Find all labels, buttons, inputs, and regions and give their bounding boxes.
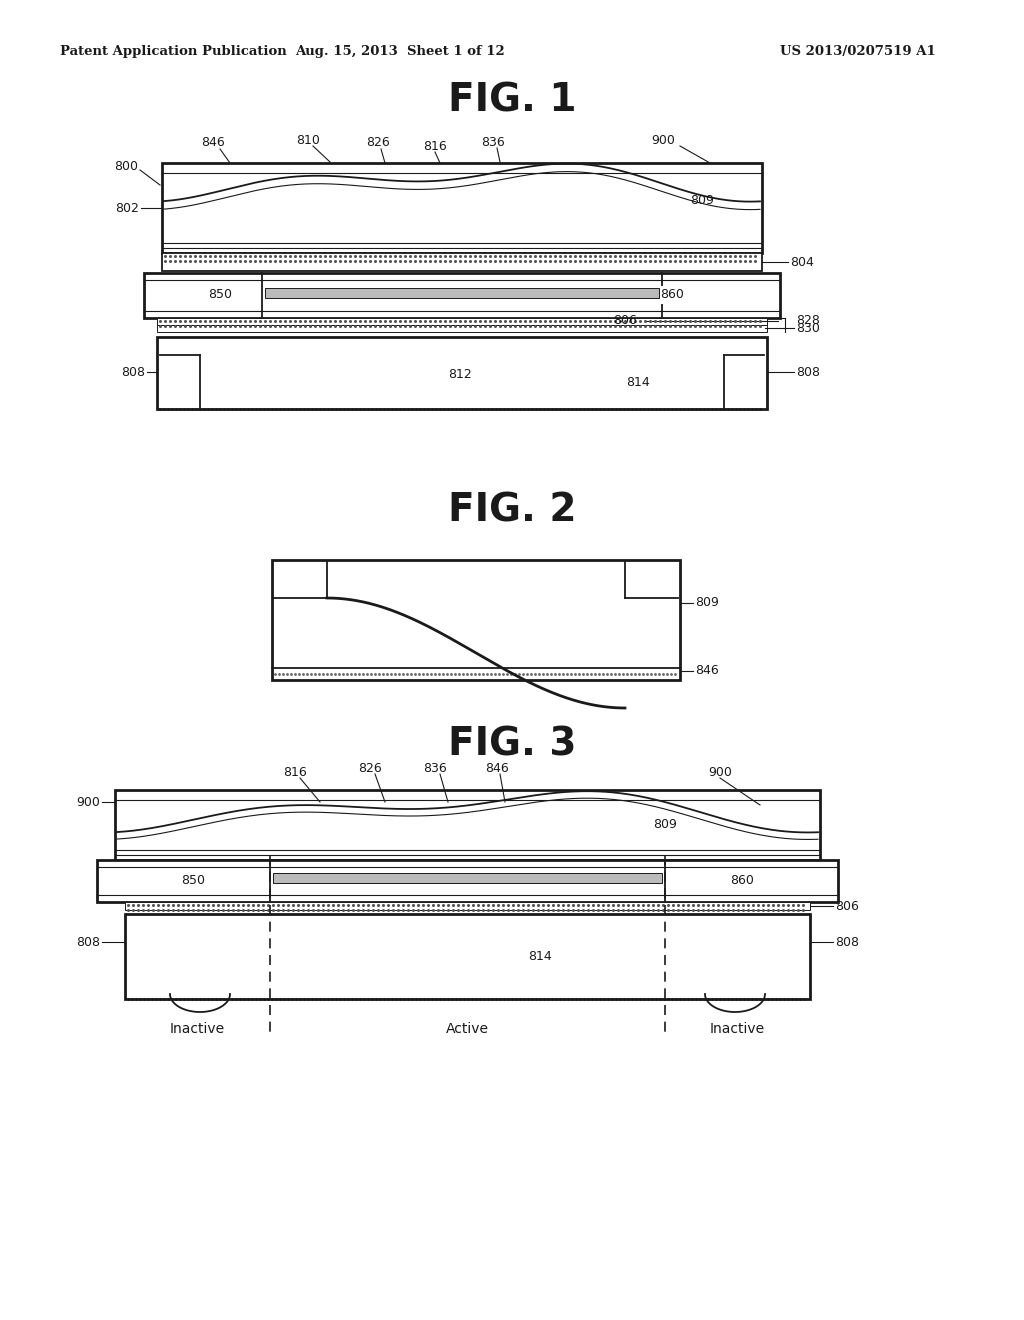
- Text: 828: 828: [796, 314, 820, 327]
- Bar: [97, 861, 838, 902]
- Bar: [157, 325, 767, 333]
- Bar: [125, 902, 810, 909]
- Text: 860: 860: [730, 874, 754, 887]
- Text: 846: 846: [485, 762, 509, 775]
- Bar: [265, 288, 659, 298]
- Bar: [272, 560, 680, 680]
- Text: 816: 816: [283, 766, 307, 779]
- Text: US 2013/0207519 A1: US 2013/0207519 A1: [780, 45, 936, 58]
- Text: 804: 804: [790, 256, 814, 268]
- Text: 808: 808: [835, 936, 859, 949]
- Text: 814: 814: [626, 375, 650, 388]
- Bar: [162, 253, 762, 271]
- Text: 900: 900: [708, 766, 732, 779]
- Text: FIG. 1: FIG. 1: [447, 81, 577, 119]
- Text: 830: 830: [796, 322, 820, 334]
- Text: 846: 846: [695, 664, 719, 677]
- Text: 850: 850: [208, 289, 232, 301]
- Text: 900: 900: [651, 133, 675, 147]
- Text: 846: 846: [201, 136, 225, 149]
- Text: 850: 850: [181, 874, 205, 887]
- Text: Inactive: Inactive: [710, 1022, 765, 1036]
- Text: Inactive: Inactive: [170, 1022, 225, 1036]
- Text: 900: 900: [76, 796, 100, 808]
- Bar: [157, 318, 767, 325]
- Bar: [162, 162, 762, 253]
- Text: 806: 806: [613, 314, 637, 327]
- Text: Active: Active: [446, 1022, 489, 1036]
- Bar: [157, 337, 767, 409]
- Text: 809: 809: [653, 818, 677, 832]
- Text: 826: 826: [367, 136, 390, 149]
- Text: 810: 810: [296, 133, 319, 147]
- Bar: [125, 913, 810, 999]
- Text: 826: 826: [358, 762, 382, 775]
- Text: 836: 836: [423, 762, 446, 775]
- Text: 816: 816: [423, 140, 446, 153]
- Text: Aug. 15, 2013  Sheet 1 of 12: Aug. 15, 2013 Sheet 1 of 12: [295, 45, 505, 58]
- Bar: [115, 789, 820, 861]
- Text: 808: 808: [76, 936, 100, 949]
- Text: 802: 802: [115, 202, 139, 214]
- Text: Patent Application Publication: Patent Application Publication: [60, 45, 287, 58]
- Bar: [144, 273, 780, 318]
- Text: 808: 808: [796, 366, 820, 379]
- Bar: [273, 873, 662, 883]
- Text: FIG. 3: FIG. 3: [447, 726, 577, 764]
- Text: 806: 806: [835, 899, 859, 912]
- Text: 836: 836: [481, 136, 505, 149]
- Text: 808: 808: [121, 366, 145, 379]
- Text: 814: 814: [528, 949, 552, 962]
- Text: 860: 860: [660, 289, 684, 301]
- Text: 809: 809: [695, 597, 719, 610]
- Text: 812: 812: [449, 368, 472, 381]
- Text: 809: 809: [690, 194, 714, 206]
- Text: 800: 800: [114, 160, 138, 173]
- Text: FIG. 2: FIG. 2: [447, 491, 577, 529]
